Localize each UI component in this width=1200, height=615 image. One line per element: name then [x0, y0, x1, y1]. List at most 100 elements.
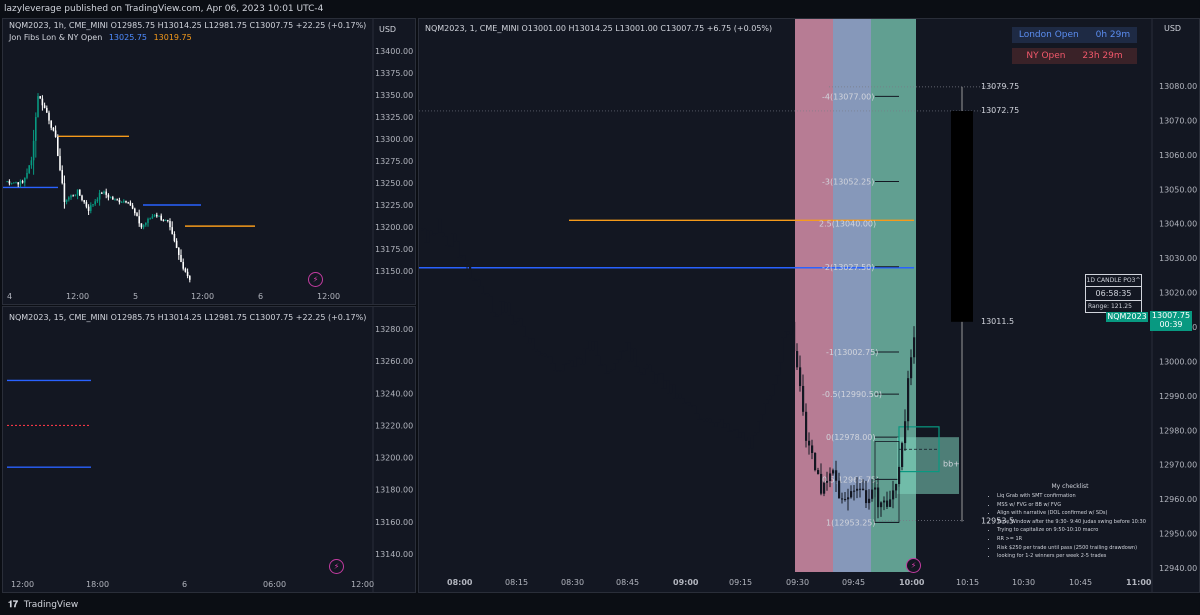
candle-body	[523, 326, 526, 337]
po3-range-label: 12953.5	[981, 517, 1014, 526]
countdown-range: Range: 121.25	[1088, 303, 1132, 310]
candle-body	[15, 182, 17, 184]
candle-body	[880, 502, 883, 508]
candle-body	[149, 218, 151, 220]
candle-timer: 00:39	[1159, 320, 1183, 329]
candle-body	[667, 380, 670, 394]
candle-body	[799, 367, 802, 386]
candle-body	[21, 181, 24, 183]
candle-body	[664, 380, 667, 389]
lightning-icon[interactable]: ⚡	[308, 272, 323, 287]
candle-body	[577, 356, 580, 359]
daily-candle-countdown: 1D CANDLE PO3^ 06:58:35 Range: 121.25	[1085, 274, 1142, 313]
candle-body	[481, 286, 484, 294]
candle-body	[57, 136, 59, 157]
price-tick-label: 13300.00	[375, 135, 413, 144]
chart-panel-1m[interactable]: 13080.00 13070.00 13060.00 13050.00 13040.00…	[418, 18, 1200, 593]
candle-body	[79, 189, 81, 196]
candle-body	[442, 232, 445, 237]
candle-body	[167, 219, 169, 222]
time-tick-label: 09:30	[786, 578, 809, 587]
chart-1m-canvas[interactable]: 13080.00 13070.00 13060.00 13050.00 13040.00…	[419, 19, 1199, 592]
chart-15m-canvas[interactable]: 13280.00 13260.00 13240.00 13220.00 13200.00…	[3, 307, 415, 592]
time-tick-label: 08:00	[447, 578, 473, 587]
candle-body	[118, 199, 121, 203]
candle-body	[127, 202, 129, 204]
checklist-item: Risk $250 per trade until pass (2500 tra…	[997, 545, 1155, 552]
price-tick-label: 13275.00	[375, 157, 413, 166]
chart-panel-1h[interactable]: 13400.00 13375.00 13350.00 13325.00 13300.00…	[2, 18, 416, 305]
candle-body	[145, 222, 147, 225]
candle-body	[547, 356, 550, 358]
candle-body	[541, 353, 544, 356]
candle-body	[13, 182, 15, 184]
candle-body	[74, 194, 77, 196]
candle-body	[92, 204, 94, 206]
lightning-icon[interactable]: ⚡	[329, 559, 344, 574]
candle-body	[107, 194, 110, 198]
candle-body	[475, 279, 478, 281]
currency-label: USD	[1164, 24, 1182, 33]
price-tick-label: 13040.00	[1159, 220, 1197, 229]
candle-body	[472, 278, 475, 281]
candle-body	[96, 199, 99, 202]
time-tick-label: 12:00	[191, 292, 214, 301]
candle-body	[508, 302, 511, 316]
chart-1h-canvas[interactable]: 13400.00 13375.00 13350.00 13325.00 13300.00…	[3, 19, 415, 304]
candle-body	[592, 341, 595, 351]
candle-body	[835, 470, 838, 481]
candle-body	[48, 112, 50, 121]
candle-body	[910, 357, 913, 379]
candle-body	[514, 321, 517, 325]
candle-body	[538, 351, 541, 356]
candle-body	[46, 107, 48, 113]
candle-body	[850, 491, 853, 498]
candle-body	[136, 213, 138, 217]
indicator-value-ny: 13019.75	[153, 33, 192, 42]
last-price-tag: 13007.75 00:39	[1150, 311, 1192, 331]
candle-body	[679, 393, 682, 399]
price-tick-label: 13350.00	[375, 91, 413, 100]
candle-body	[153, 214, 156, 217]
price-tick-label: 13020.00	[1159, 289, 1197, 298]
candle-body	[712, 422, 715, 427]
chart-panel-15m[interactable]: 13280.00 13260.00 13240.00 13220.00 13200.00…	[2, 306, 416, 593]
candle-body	[724, 423, 727, 428]
candle-body	[670, 384, 673, 394]
candle-body	[634, 348, 637, 367]
candle-body	[169, 221, 171, 228]
candle-body	[700, 418, 703, 420]
candle-body	[832, 470, 835, 474]
candle-body	[81, 195, 83, 201]
indicator-legend[interactable]: Jon Fibs Lon & NY Open 13025.75 13019.75	[9, 33, 192, 42]
candle-body	[50, 120, 52, 128]
candle-body	[673, 384, 676, 399]
candle-body	[8, 181, 11, 184]
candle-body	[757, 421, 760, 433]
price-tick-label: 13220.00	[375, 421, 413, 430]
candle-body	[72, 195, 74, 197]
footer: 𝟏𝟕 TradingView	[0, 596, 1200, 615]
price-tick-label: 13060.00	[1159, 151, 1197, 160]
candle-body	[178, 247, 180, 255]
candle-body	[520, 318, 523, 327]
candle-body	[158, 215, 160, 217]
candle-body	[658, 373, 661, 375]
candle-body	[125, 200, 127, 203]
candle-body	[421, 228, 424, 231]
price-tick-label: 12940.00	[1159, 564, 1197, 573]
candle-body	[517, 318, 520, 322]
candle-body	[853, 490, 856, 492]
candle-body	[466, 260, 469, 264]
candle-body	[772, 384, 775, 396]
candle-body	[820, 473, 823, 494]
lightning-icon[interactable]: ⚡	[906, 558, 921, 573]
candle-body	[808, 440, 811, 446]
candle-body	[76, 189, 79, 195]
time-tick-label: 5	[133, 292, 138, 301]
candle-body	[628, 342, 631, 362]
candle-body	[874, 487, 877, 490]
candle-body	[580, 358, 583, 365]
candle-body	[649, 364, 652, 372]
price-tick-label: 12980.00	[1159, 426, 1197, 435]
